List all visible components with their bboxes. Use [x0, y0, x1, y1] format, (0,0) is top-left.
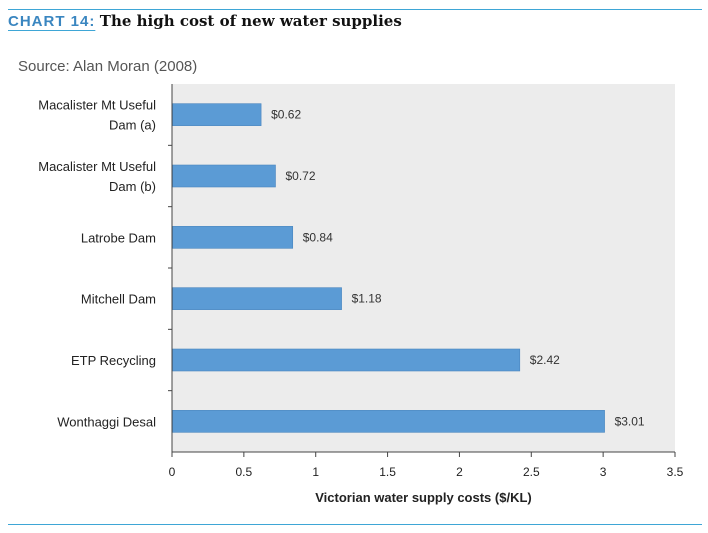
bar — [172, 103, 262, 126]
category-label: Macalister Mt Useful — [38, 159, 156, 174]
bar — [172, 164, 276, 188]
top-rule — [8, 9, 702, 10]
category-label: Dam (a) — [109, 118, 156, 133]
category-label: Wonthaggi Desal — [57, 414, 156, 429]
chart-number: CHART 14: — [8, 13, 96, 30]
x-tick-label: 2.5 — [523, 465, 540, 479]
x-tick-label: 0.5 — [236, 465, 253, 479]
x-tick-label: 2 — [456, 465, 463, 479]
bottom-rule — [8, 524, 702, 525]
x-tick-label: 1 — [312, 465, 319, 479]
x-tick-label: 0 — [169, 465, 176, 479]
data-label: $2.42 — [530, 353, 560, 367]
chart-source: Source: Alan Moran (2008) — [18, 58, 198, 75]
bar — [172, 287, 342, 310]
category-label: Macalister Mt Useful — [38, 98, 156, 113]
chart-header: CHART 14: The high cost of new water sup… — [8, 12, 402, 31]
category-label: Mitchell Dam — [81, 292, 156, 307]
category-label: Latrobe Dam — [81, 230, 156, 245]
data-label: $0.84 — [303, 230, 333, 244]
data-label: $1.18 — [352, 292, 382, 306]
data-label: $3.01 — [615, 414, 645, 428]
plot-area — [172, 84, 675, 452]
category-label: ETP Recycling — [71, 353, 156, 368]
data-label: $0.72 — [285, 169, 315, 183]
x-tick-label: 3.5 — [667, 465, 684, 479]
chart-title: The high cost of new water supplies — [99, 12, 402, 30]
bar — [172, 410, 605, 433]
bar — [172, 348, 521, 372]
x-tick-label: 3 — [600, 465, 607, 479]
data-label: $0.62 — [271, 108, 301, 122]
bar — [172, 226, 294, 249]
category-label: Dam (b) — [109, 179, 156, 194]
x-tick-label: 1.5 — [379, 465, 396, 479]
x-axis-title: Victorian water supply costs ($/KL) — [315, 490, 531, 505]
